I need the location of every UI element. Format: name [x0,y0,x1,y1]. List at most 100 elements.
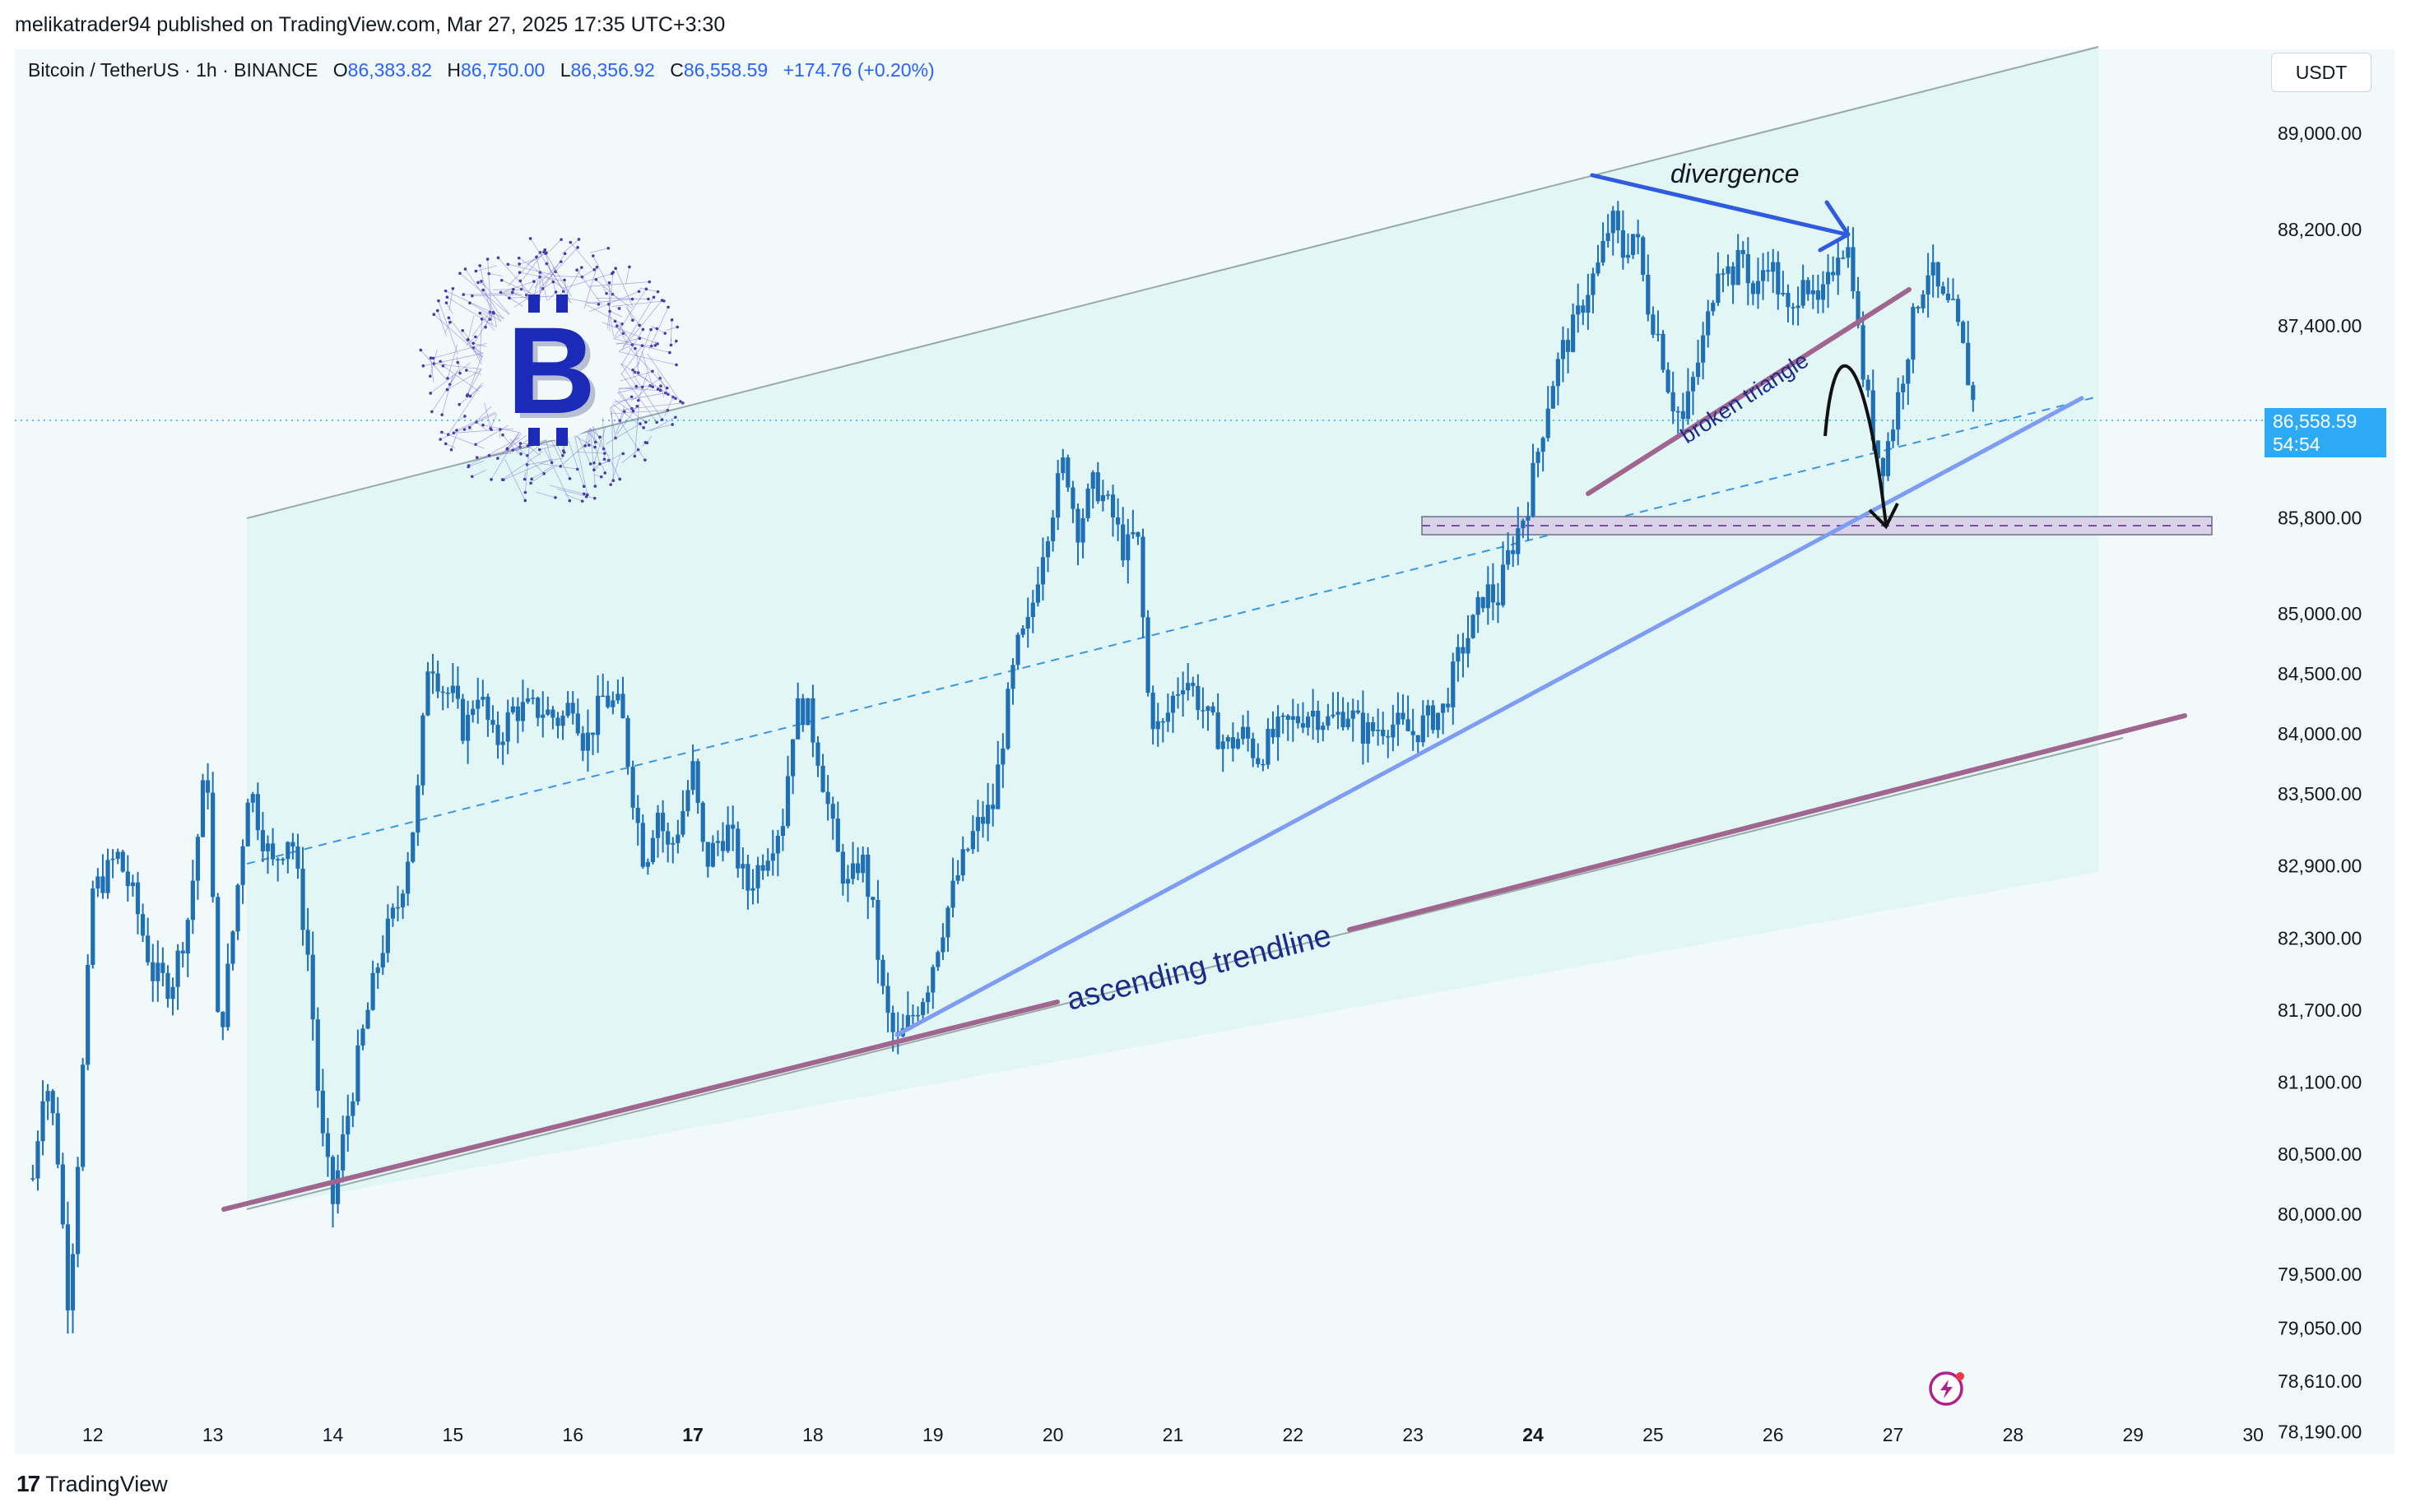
candle-body [375,967,380,973]
candle-body [541,714,546,718]
candle-body [1620,230,1626,258]
candle-body [695,761,700,803]
candle-body [1661,333,1665,370]
x-tick-label: 12 [82,1424,104,1445]
candle-body [1305,717,1311,728]
lightning-icon[interactable] [1929,1371,1964,1406]
candle-body [1670,392,1675,412]
candle-body [1035,584,1040,603]
candle-body [55,1113,60,1165]
candle-body [1560,340,1566,359]
candle-body [1690,377,1696,392]
candle-body [1090,472,1095,489]
candle-body [1825,271,1831,285]
candle-body [45,1091,50,1102]
candle-body [1846,247,1851,258]
candle-body [955,874,960,881]
candle-body [445,693,450,694]
candle-body [1820,284,1826,300]
candle-body [180,950,185,953]
candle-body [1545,408,1550,438]
candle-body [1726,266,1730,274]
candle-body [1235,739,1241,749]
candle-body [1730,266,1735,285]
candle-body [240,846,245,885]
candle-body [435,673,440,692]
candle-body [606,695,611,707]
time-axis[interactable]: 12 13 14 15 16 17 18 19 20 21 22 23 24 25 26 27 28 29 30 [82,1424,2264,1445]
candle-body [1885,441,1891,476]
bitcoin-logo: B B [419,237,685,503]
candle-body [1155,721,1160,730]
low-value: 86,356.92 [570,59,655,81]
candle-body [1295,716,1300,724]
candle-body [1300,723,1306,728]
candle-body [876,899,880,960]
candle-body [555,717,560,726]
candle-body [1475,596,1480,615]
y-tick-label: 88,200.00 [2278,219,2362,240]
candle-body [1345,718,1350,728]
candle-body [300,868,305,930]
candle-body [290,842,295,847]
candle-body [1001,748,1006,765]
x-tick-label: 27 [1883,1424,1904,1445]
candle-body [731,824,736,829]
candle-body [1275,717,1280,738]
candle-body [1776,262,1781,295]
candle-body [1576,305,1581,315]
tradingview-logo[interactable]: 17 TradingView [16,1471,168,1497]
candle-body [130,882,136,887]
candle-body [1865,379,1870,391]
low-label: L [560,59,571,81]
candle-body [840,851,845,884]
candle-body [1210,706,1215,712]
high-value: 86,750.00 [461,59,546,81]
candle-body [1251,738,1256,758]
candle-body [1531,462,1535,517]
symbol-title[interactable]: Bitcoin / TetherUS · 1h · BINANCE [28,59,318,81]
candle-body [611,700,616,707]
candle-body [536,698,541,718]
candle-body [230,931,235,964]
tradingview-mark-icon: 17 [16,1471,40,1496]
candle-body [1490,584,1495,603]
svg-text:B: B [507,301,596,439]
currency-button[interactable]: USDT [2271,53,2372,92]
candle-body [690,761,695,791]
candle-body [655,812,661,838]
candle-body [156,962,160,981]
candle-body [801,698,806,726]
candle-body [1945,293,1951,300]
candle-body [225,963,230,1027]
candle-body [355,1045,360,1102]
candle-body [941,937,945,953]
candle-body [1755,281,1761,295]
candle-body [1215,712,1220,749]
candle-body [175,950,180,987]
candle-body [1246,726,1251,739]
candle-body [1271,728,1275,738]
candle-body [885,986,890,1013]
symbol-info-bar[interactable]: Bitcoin / TetherUS · 1h · BINANCE O86,38… [28,59,935,81]
candle-body [1415,735,1420,743]
candle-body [1586,295,1591,313]
candle-body [1861,325,1865,380]
candle-body [1280,715,1285,717]
candle-body [1261,763,1266,766]
candle-body [160,962,165,973]
candle-body [1066,457,1071,488]
candle-body [785,776,791,827]
candle-body [471,708,476,716]
candle-body [681,811,685,835]
candle-body [1006,689,1010,749]
candle-body [820,765,825,792]
candle-body [115,851,120,859]
candle-body [411,833,416,862]
candle-body [400,893,406,907]
candle-body [660,812,666,832]
y-tick-label: 83,500.00 [2278,783,2362,805]
x-tick-label: 29 [2122,1424,2144,1445]
